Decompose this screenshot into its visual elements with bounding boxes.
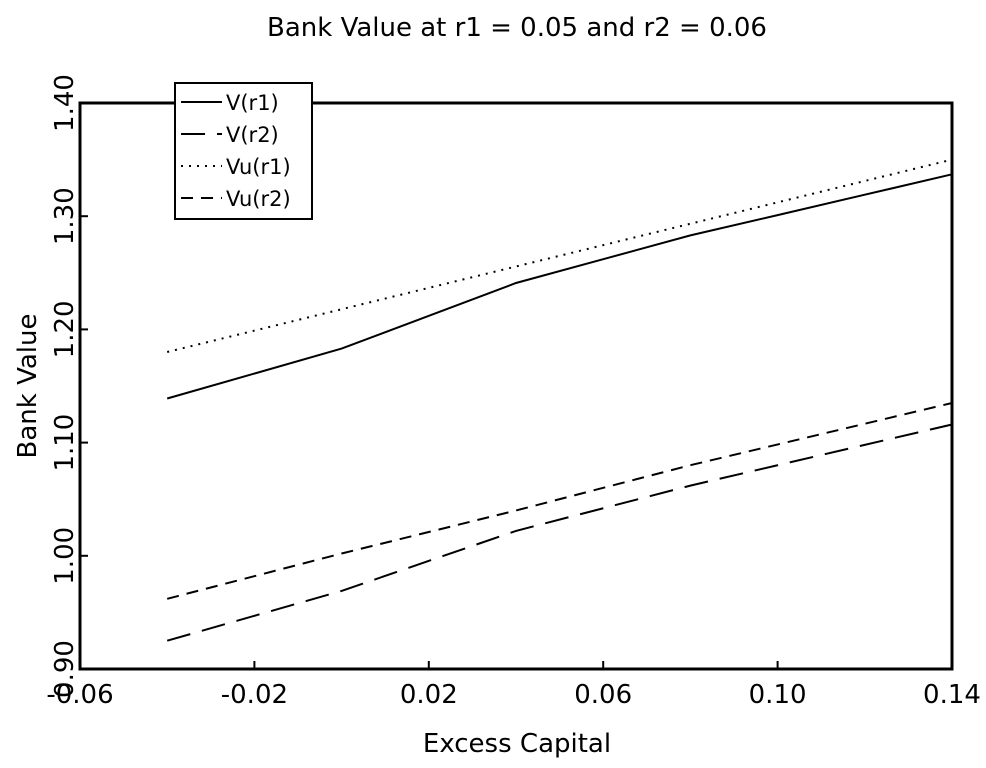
legend-label: V(r2) — [226, 123, 279, 147]
x-tick-label: 0.10 — [749, 680, 807, 710]
y-tick-label: 1.20 — [50, 300, 80, 358]
legend-label: Vu(r2) — [226, 187, 291, 211]
y-tick-label: 1.10 — [50, 414, 80, 472]
y-tick-label: 0.90 — [50, 640, 80, 698]
x-axis: -0.06 -0.02 0.02 0.06 0.10 0.14 — [46, 661, 981, 710]
y-axis-label: Bank Value — [13, 314, 43, 459]
x-tick-label: 0.02 — [400, 680, 458, 710]
plot-area-frame — [78, 101, 954, 671]
y-tick-label: 1.30 — [50, 187, 80, 245]
x-tick-label: 0.06 — [574, 680, 632, 710]
legend-label: Vu(r1) — [226, 155, 291, 179]
series-line-2 — [166, 423, 953, 642]
x-axis-label: Excess Capital — [423, 729, 611, 759]
y-tick-label: 1.40 — [50, 74, 80, 132]
y-tick-label: 1.00 — [50, 527, 80, 585]
x-tick-label: 0.14 — [923, 680, 981, 710]
chart-title: Bank Value at r1 = 0.05 and r2 = 0.06 — [267, 13, 767, 43]
x-tick-label: -0.02 — [221, 680, 288, 710]
legend-label: V(r1) — [226, 91, 279, 115]
series-line-3 — [166, 158, 953, 353]
series-layer — [166, 158, 953, 642]
legend-box — [174, 82, 313, 220]
x-tick-label: -0.06 — [46, 680, 113, 710]
series-line-1 — [166, 173, 953, 400]
legend: V(r1) V(r2) Vu(r1) Vu(r2) — [174, 82, 313, 220]
series-line-4 — [166, 402, 953, 600]
y-axis: 0.90 1.00 1.10 1.20 1.30 1.40 — [50, 74, 88, 698]
